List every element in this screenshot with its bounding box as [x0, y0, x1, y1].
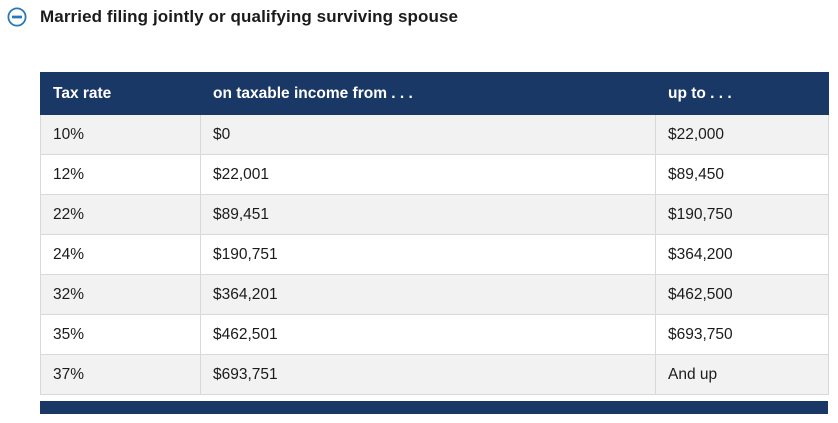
up-to-cell: $693,750	[655, 314, 829, 355]
income-from-cell: $364,201	[200, 274, 656, 315]
column-header-tax-rate: Tax rate	[40, 72, 201, 115]
up-to-cell: $22,000	[655, 114, 829, 155]
tax-rate-cell: 10%	[40, 114, 201, 155]
up-to-cell: $364,200	[655, 234, 829, 275]
tax-rate-cell: 24%	[40, 234, 201, 275]
up-to-cell: $462,500	[655, 274, 829, 315]
table-row: 22% $89,451 $190,750	[40, 194, 829, 235]
minus-circle-icon[interactable]	[7, 7, 27, 27]
table-row: 24% $190,751 $364,200	[40, 234, 829, 275]
column-header-income-from: on taxable income from . . .	[200, 72, 656, 115]
accordion-title: Married filing jointly or qualifying sur…	[40, 7, 459, 26]
table-header-row: Tax rate on taxable income from . . . up…	[40, 72, 829, 115]
income-from-cell: $89,451	[200, 194, 656, 235]
tax-rate-cell: 35%	[40, 314, 201, 355]
income-from-cell: $190,751	[200, 234, 656, 275]
table-row: 37% $693,751 And up	[40, 354, 829, 395]
income-from-cell: $693,751	[200, 354, 656, 395]
table-row: 32% $364,201 $462,500	[40, 274, 829, 315]
income-from-cell: $0	[200, 114, 656, 155]
up-to-cell: $190,750	[655, 194, 829, 235]
income-from-cell: $462,501	[200, 314, 656, 355]
tax-rate-cell: 22%	[40, 194, 201, 235]
tax-bracket-table: Tax rate on taxable income from . . . up…	[40, 72, 829, 395]
income-from-cell: $22,001	[200, 154, 656, 195]
tax-rate-cell: 12%	[40, 154, 201, 195]
accordion-header[interactable]: Married filing jointly or qualifying sur…	[0, 0, 838, 27]
up-to-cell: And up	[655, 354, 829, 395]
table-row: 10% $0 $22,000	[40, 114, 829, 155]
up-to-cell: $89,450	[655, 154, 829, 195]
column-header-up-to: up to . . .	[655, 72, 829, 115]
tax-rate-cell: 32%	[40, 274, 201, 315]
next-table-header-partial	[40, 401, 828, 414]
table-row: 12% $22,001 $89,450	[40, 154, 829, 195]
table-row: 35% $462,501 $693,750	[40, 314, 829, 355]
tax-rate-cell: 37%	[40, 354, 201, 395]
